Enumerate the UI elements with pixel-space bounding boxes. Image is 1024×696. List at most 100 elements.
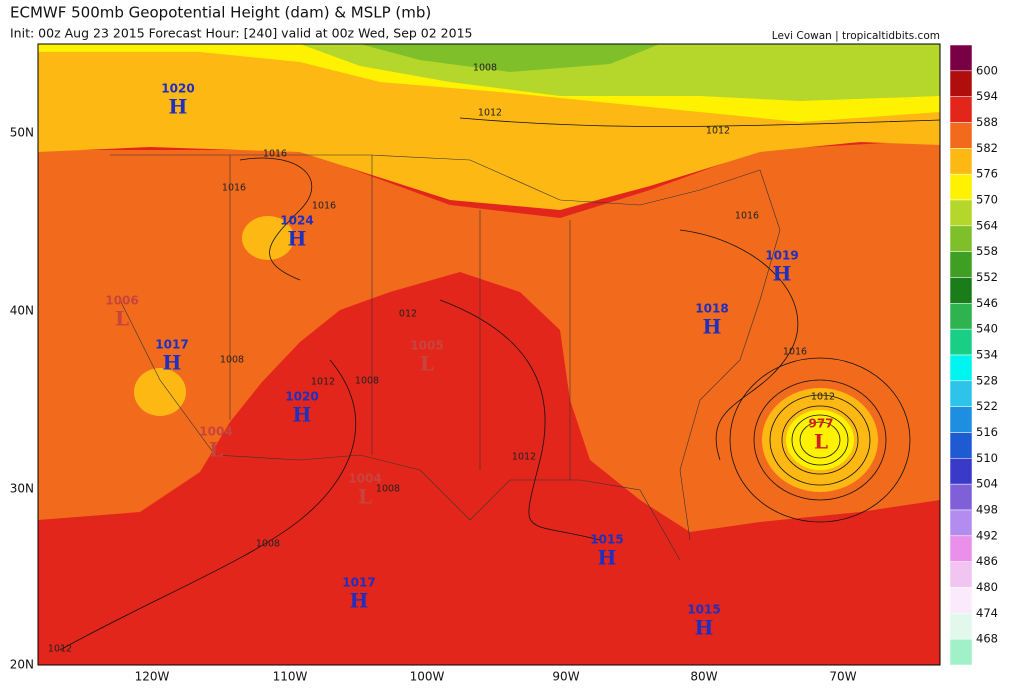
center-pressure: 1005	[410, 339, 443, 353]
isobar-label: 1012	[811, 392, 835, 403]
band-576	[242, 216, 294, 260]
lat-label: 20N	[10, 658, 34, 672]
center-pressure: 1020	[285, 390, 318, 404]
center-pressure: 1015	[687, 603, 720, 617]
center-pressure: 1017	[342, 576, 375, 590]
isobar-label: 1016	[263, 149, 287, 160]
center-pressure: 1004	[348, 472, 381, 486]
colorbar-swatch	[949, 328, 973, 356]
center-letter: H	[293, 403, 312, 427]
colorbar-label: 486	[976, 554, 998, 568]
lon-label: 100W	[410, 670, 445, 684]
colorbar-label: 558	[976, 244, 998, 258]
colorbar-swatch	[949, 251, 973, 278]
lat-label: 30N	[10, 482, 34, 496]
lon-label: 120W	[135, 670, 170, 684]
isobar-label: 1012	[311, 377, 335, 388]
colorbar-label: 564	[976, 218, 998, 232]
center-pressure: 1024	[280, 214, 313, 228]
isobar-label: 1012	[706, 126, 730, 137]
lon-label: 110W	[273, 670, 308, 684]
colorbar-label: 522	[976, 399, 998, 413]
colorbar-label: 504	[976, 477, 998, 491]
isobar-label: 1008	[376, 484, 400, 495]
colorbar-label: 516	[976, 425, 998, 439]
colorbar-label: 582	[976, 141, 998, 155]
isobar-label: 1012	[512, 452, 536, 463]
isobar-label: 1016	[222, 183, 246, 194]
isobar-label: 012	[399, 309, 417, 320]
center-pressure: 1006	[105, 294, 138, 308]
lat-label: 40N	[10, 304, 34, 318]
title: ECMWF 500mb Geopotential Height (dam) & …	[10, 4, 431, 22]
colorbar-label: 546	[976, 296, 998, 310]
colorbar-swatch	[949, 432, 973, 459]
isobar-label: 1008	[220, 355, 244, 366]
isobar-label: 1008	[355, 376, 379, 387]
colorbar-label: 600	[976, 63, 998, 77]
colorbar-swatch	[949, 303, 973, 330]
band-576	[134, 368, 186, 416]
colorbar-label: 594	[976, 89, 998, 103]
lon-label: 90W	[552, 670, 579, 684]
colorbar-label: 570	[976, 193, 998, 207]
center-letter: H	[773, 262, 792, 286]
center-letter: L	[420, 352, 434, 376]
colorbar-label: 528	[976, 373, 998, 387]
center-pressure: 1019	[765, 249, 798, 263]
colorbar-swatch	[949, 380, 973, 407]
colorbar-swatch	[949, 44, 973, 72]
center-pressure: 1015	[590, 533, 623, 547]
isobar-label: 1016	[735, 211, 759, 222]
colorbar-swatch	[949, 561, 973, 588]
colorbar-label: 474	[976, 606, 998, 620]
center-letter: H	[703, 315, 722, 339]
colorbar-label: 552	[976, 270, 998, 284]
colorbar-label: 588	[976, 115, 998, 129]
borders	[110, 154, 781, 561]
center-letter: L	[209, 438, 223, 462]
band-558	[360, 44, 660, 72]
lat-label: 50N	[10, 126, 34, 140]
center-letter: H	[350, 589, 369, 613]
center-letter: L	[814, 430, 828, 454]
center-letter: H	[695, 616, 714, 640]
isobar-label: 1012	[48, 644, 72, 655]
colorbar-label: 534	[976, 348, 998, 362]
band-570	[786, 410, 854, 470]
center-pressure: 1004	[199, 425, 232, 439]
colorbar-swatch	[949, 458, 973, 485]
map-frame	[37, 43, 941, 666]
colorbar-label: 468	[976, 632, 998, 646]
center-letter: L	[115, 307, 129, 331]
colorbar-swatch	[949, 199, 973, 227]
center-letter: H	[163, 351, 182, 375]
overlay: 600 594 588 582 576 570 564 558 552 546 540 534 528 5…	[10, 44, 998, 684]
colorbar-label: 576	[976, 167, 998, 181]
colorbar-swatch	[949, 225, 973, 252]
lon-label: 70W	[829, 670, 856, 684]
colorbar-swatch	[949, 535, 973, 562]
colorbar-swatch	[949, 173, 973, 201]
colorbar-swatch	[949, 406, 973, 433]
lon-label: 80W	[690, 670, 717, 684]
colorbar-label: 480	[976, 580, 998, 594]
center-letter: H	[598, 546, 617, 570]
map	[38, 44, 940, 665]
center-letter: L	[358, 485, 372, 509]
center-letter: H	[288, 227, 307, 251]
colorbar-swatch	[949, 638, 973, 666]
center-pressure: 1017	[155, 338, 188, 352]
colorbar-swatch	[949, 587, 973, 614]
isobar-label: 1016	[783, 347, 807, 358]
colorbar-swatch	[949, 483, 973, 511]
colorbar-label: 498	[976, 503, 998, 517]
colorbar-swatch	[949, 148, 973, 175]
colorbar-swatch	[949, 277, 973, 304]
isobar-label: 1016	[312, 201, 336, 212]
colorbar-label: 540	[976, 322, 998, 336]
center-pressure: 1018	[695, 302, 728, 316]
center-pressure: 977	[808, 417, 833, 431]
colorbar-label: 492	[976, 528, 998, 542]
